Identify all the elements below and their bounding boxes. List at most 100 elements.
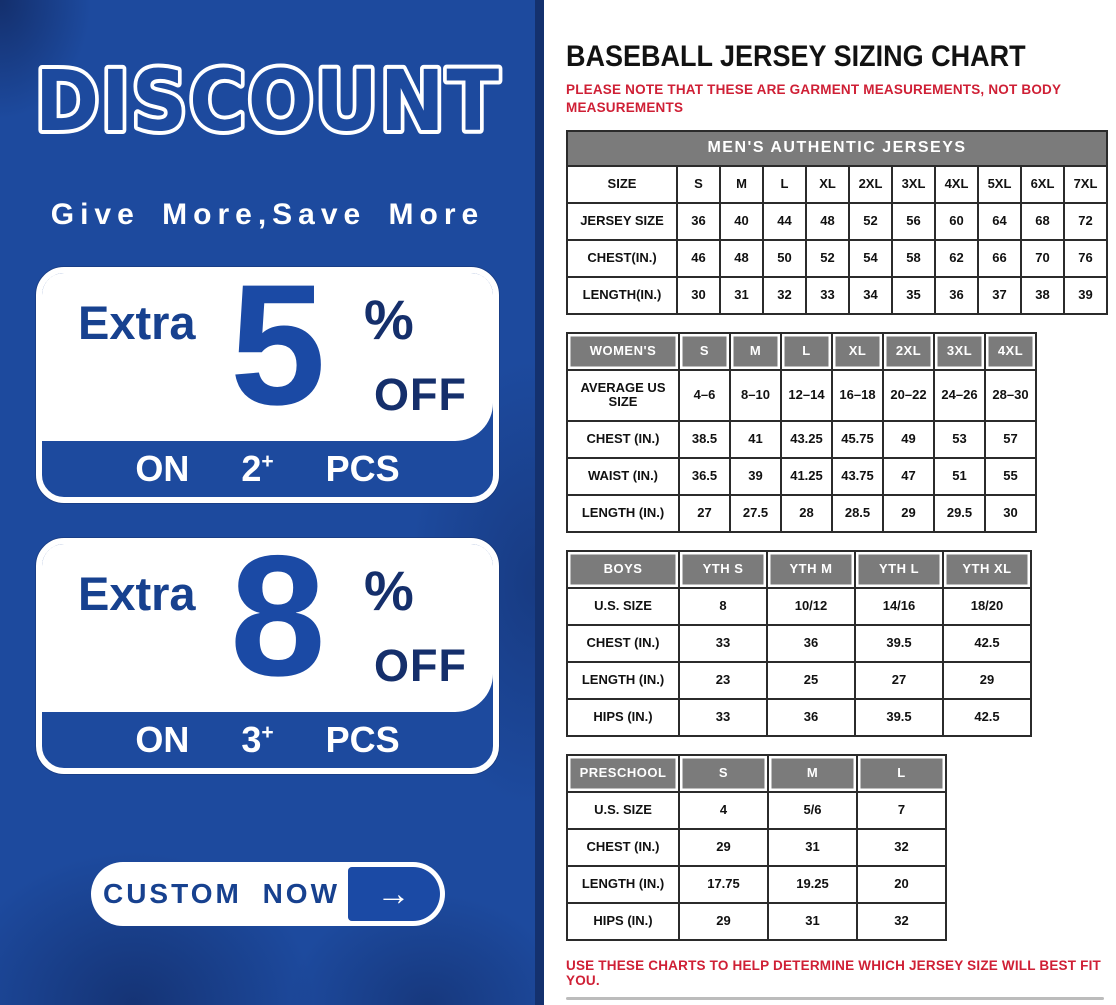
divider-line: [566, 996, 1104, 1000]
table-cell: 58: [891, 238, 936, 278]
table-cell: 29: [942, 661, 1032, 700]
table-row: JERSEY SIZE 36 40 44 48 52 56 60 64 68 72: [566, 201, 1108, 241]
offer-off-label: OFF: [374, 369, 467, 420]
table-cell: 49: [882, 420, 935, 460]
table-cell: 40: [719, 201, 764, 241]
offer-off-label: OFF: [374, 640, 467, 691]
table-cell: 31: [767, 901, 858, 941]
table-cell: 45.75: [831, 420, 884, 460]
table-cell: 30: [676, 275, 721, 315]
row-label: LENGTH (IN.): [566, 661, 680, 700]
column-header: YTH XL: [942, 550, 1032, 590]
row-label: CHEST(IN.): [566, 238, 678, 278]
table-cell: 20–22: [882, 368, 935, 423]
size-table-preschool: PRESCHOOL S M L U.S. SIZE 4 5/6 7 CHEST (IN.) 29 3…: [566, 753, 947, 941]
column-header: 7XL: [1063, 164, 1108, 204]
table-cell: 16–18: [831, 368, 884, 423]
table-cell: 36: [766, 697, 856, 737]
table-cell: 36: [676, 201, 721, 241]
custom-now-label: CUSTOM NOW: [102, 878, 341, 909]
header-label: BOYS: [566, 550, 680, 590]
table-cell: 8–10: [729, 368, 782, 423]
column-header: YTH L: [854, 550, 944, 590]
discount-banner-panel: DISCOUNT Give More,Save More Extra 5 % O…: [0, 0, 544, 1005]
table-banner: MEN'S AUTHENTIC JERSEYS: [566, 130, 1108, 167]
table-cell: 52: [848, 201, 893, 241]
table-cell: 55: [984, 457, 1037, 497]
column-header: S: [678, 753, 769, 793]
table-row: HIPS (IN.) 29 31 32: [566, 901, 947, 941]
column-header: 4XL: [984, 331, 1037, 371]
table-row: LENGTH(IN.) 30 31 32 33 34 35 36 37 38 39: [566, 275, 1108, 315]
table-cell: 46: [676, 238, 721, 278]
column-header: YTH S: [678, 550, 768, 590]
table-cell: 8: [678, 587, 768, 627]
table-cell: 5/6: [767, 790, 858, 830]
percent-sign: %: [364, 288, 414, 351]
tables-container: MEN'S AUTHENTIC JERSEYS SIZE S M L XL 2XL 3XL 4X…: [566, 130, 1116, 941]
table-cell: 44: [762, 201, 807, 241]
column-header: S: [676, 164, 721, 204]
table-cell: 51: [933, 457, 986, 497]
column-header: L: [856, 753, 947, 793]
table-cell: 41: [729, 420, 782, 460]
table-cell: 47: [882, 457, 935, 497]
column-header: L: [780, 331, 833, 371]
table-cell: 29: [678, 827, 769, 867]
table-cell: 57: [984, 420, 1037, 460]
row-label: HIPS (IN.): [566, 901, 680, 941]
table-row: CHEST (IN.) 29 31 32: [566, 827, 947, 867]
offer-percent-value: 8: [230, 538, 326, 712]
row-label: LENGTH (IN.): [566, 494, 680, 534]
row-label: WAIST (IN.): [566, 457, 680, 497]
column-header: 6XL: [1020, 164, 1065, 204]
table-cell: 33: [805, 275, 850, 315]
table-cell: 54: [848, 238, 893, 278]
table-cell: 38.5: [678, 420, 731, 460]
table-row: LENGTH (IN.) 17.75 19.25 20: [566, 864, 947, 904]
table-row: WAIST (IN.) 36.5 39 41.25 43.75 47 51 55: [566, 457, 1037, 497]
table-cell: 43.75: [831, 457, 884, 497]
row-label: U.S. SIZE: [566, 587, 680, 627]
row-label: CHEST (IN.): [566, 624, 680, 664]
table-cell: 42.5: [942, 697, 1032, 737]
table-cell: 35: [891, 275, 936, 315]
table-cell: 36: [934, 275, 979, 315]
offer-card-8pct: Extra 8 % OFF ON 3+ PCS: [36, 538, 499, 774]
column-header: L: [762, 164, 807, 204]
column-header: M: [767, 753, 858, 793]
table-cell: 39: [729, 457, 782, 497]
column-header: XL: [831, 331, 884, 371]
banner-subtitle: Give More,Save More: [50, 198, 485, 231]
table-cell: 28: [780, 494, 833, 534]
table-row: CHEST (IN.) 33 36 39.5 42.5: [566, 624, 1032, 664]
table-row: AVERAGE US SIZE 4–6 8–10 12–14 16–18 20–22 24–…: [566, 368, 1037, 423]
chart-title: BASEBALL JERSEY SIZING CHART: [566, 40, 1026, 73]
table-cell: 20: [856, 864, 947, 904]
row-label: LENGTH (IN.): [566, 864, 680, 904]
table-cell: 62: [934, 238, 979, 278]
offer-on-label: ON: [135, 719, 190, 760]
column-header: YTH M: [766, 550, 856, 590]
column-header: XL: [805, 164, 850, 204]
row-label: LENGTH(IN.): [566, 275, 678, 315]
table-cell: 33: [678, 697, 768, 737]
table-cell: 31: [767, 827, 858, 867]
table-cell: 36: [766, 624, 856, 664]
table-cell: 42.5: [942, 624, 1032, 664]
chart-footer-note: USE THESE CHARTS TO HELP DETERMINE WHICH…: [566, 957, 1102, 988]
table-cell: 43.25: [780, 420, 833, 460]
offer-condition-band: ON 2+ PCS: [42, 441, 493, 497]
table-cell: 68: [1020, 201, 1065, 241]
table-cell: 31: [719, 275, 764, 315]
offer-prefix: Extra: [78, 567, 196, 620]
table-cell: 30: [984, 494, 1037, 534]
header-label: WOMEN'S: [566, 331, 680, 371]
table-cell: 27.5: [729, 494, 782, 534]
table-cell: 18/20: [942, 587, 1032, 627]
size-table-womens: WOMEN'S S M L XL 2XL 3XL 4XL AVERAGE US SIZE 4–6 8…: [566, 331, 1037, 534]
table-cell: 37: [977, 275, 1022, 315]
custom-now-button[interactable]: CUSTOM NOW →: [90, 862, 445, 926]
table-row: CHEST(IN.) 46 48 50 52 54 58 62 66 70 76: [566, 238, 1108, 278]
table-cell: 32: [856, 901, 947, 941]
